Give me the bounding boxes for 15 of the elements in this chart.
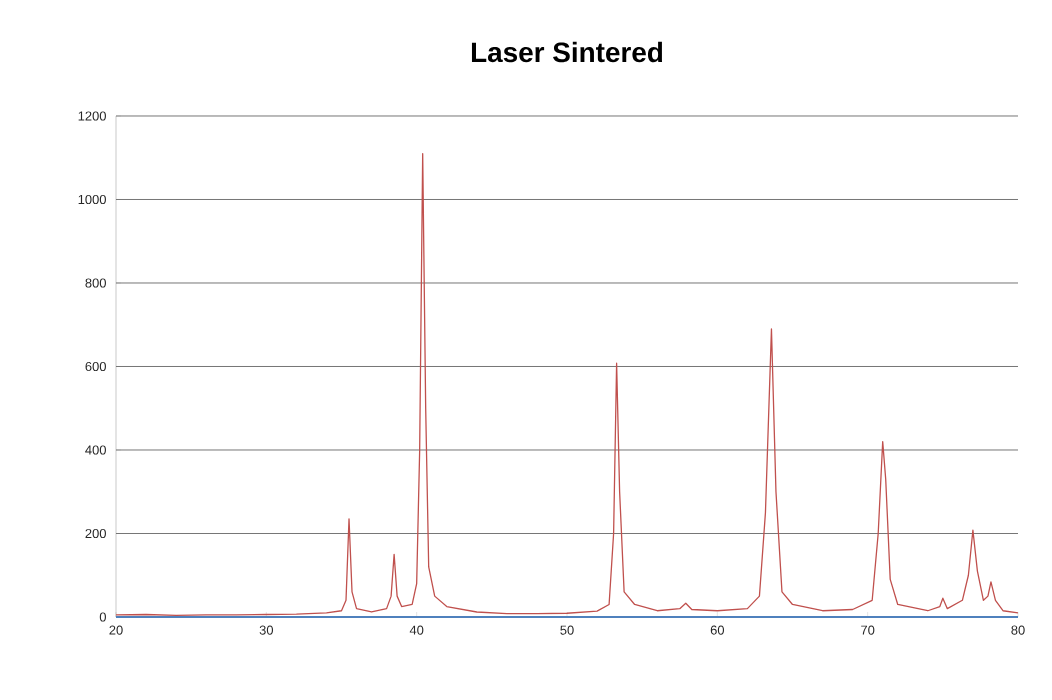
x-tick-label: 50 (560, 625, 574, 635)
x-tick-label: 30 (259, 625, 274, 635)
y-tick-label: 800 (85, 278, 106, 288)
x-tick-label: 60 (710, 625, 725, 635)
x-tick-label: 70 (861, 625, 875, 635)
chart-title: Laser Sintered (471, 41, 663, 63)
y-tick-label: 400 (85, 445, 106, 455)
y-tick-label: 0 (99, 612, 106, 622)
y-tick-label: 200 (85, 528, 106, 539)
y-tick-label: 600 (85, 361, 106, 372)
x-tick-label: 80 (1011, 625, 1025, 635)
y-tick-label: 1200 (78, 111, 106, 121)
x-tick-label: 40 (409, 625, 424, 635)
x-tick-label: 20 (109, 625, 123, 635)
y-tick-label: 1000 (78, 194, 106, 205)
